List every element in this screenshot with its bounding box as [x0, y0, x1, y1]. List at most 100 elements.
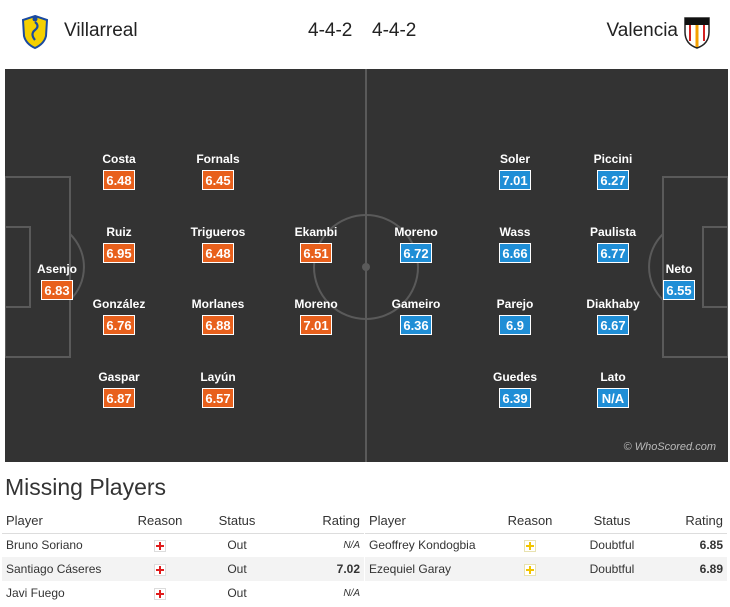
player-name: Moreno	[294, 297, 338, 311]
player-rating: 6.55	[663, 280, 695, 300]
home-team-name[interactable]: Villarreal	[64, 20, 138, 41]
missing-player-status: Out	[188, 557, 286, 581]
table-row: Geoffrey Kondogbia Doubtful 6.85	[365, 533, 727, 557]
player-rating: 7.01	[300, 315, 332, 335]
player-rating: 6.72	[400, 243, 432, 263]
player-name: Fornals	[196, 152, 240, 166]
player-name: Soler	[499, 152, 530, 166]
column-reason: Reason	[132, 509, 188, 534]
player-rating: 6.45	[202, 170, 234, 190]
pitch: Asenjo 6.83 Costa 6.48 Ruiz 6.95 Gonzále…	[5, 69, 728, 462]
home-player-gaspar[interactable]: Gaspar 6.87	[79, 370, 159, 408]
valencia-crest-icon	[684, 17, 710, 49]
player-rating: 6.39	[499, 388, 531, 408]
missing-player-rating: 6.89	[661, 557, 727, 581]
missing-player-name[interactable]: Geoffrey Kondogbia	[369, 538, 476, 553]
away-player-moreno[interactable]: Moreno 6.72	[376, 225, 456, 263]
home-player-trigueros[interactable]: Trigueros 6.48	[178, 225, 258, 263]
away-player-guedes[interactable]: Guedes 6.39	[475, 370, 555, 408]
player-rating: 6.27	[597, 170, 629, 190]
player-rating: 6.66	[499, 243, 531, 263]
home-player-costa[interactable]: Costa 6.48	[79, 152, 159, 190]
column-player: Player	[2, 509, 132, 534]
away-player-gameiro[interactable]: Gameiro 6.36	[376, 297, 456, 335]
player-rating: 6.67	[597, 315, 629, 335]
home-player-asenjo[interactable]: Asenjo 6.83	[17, 262, 97, 300]
player-rating: 6.87	[103, 388, 135, 408]
away-player-diakhaby[interactable]: Diakhaby 6.67	[573, 297, 653, 335]
player-name: Wass	[499, 225, 531, 239]
match-header: Villarreal 4-4-2 4-4-2 Valencia	[0, 0, 730, 66]
column-status: Status	[563, 509, 661, 534]
home-player-morlanes[interactable]: Morlanes 6.88	[178, 297, 258, 335]
player-name: González	[92, 297, 146, 311]
missing-player-status: Out	[227, 586, 247, 600]
missing-player-name[interactable]: Ezequiel Garay	[365, 557, 497, 581]
missing-player-rating: N/A	[343, 587, 360, 599]
player-name: Trigueros	[190, 225, 246, 239]
player-rating: N/A	[597, 388, 629, 408]
column-player: Player	[365, 509, 497, 534]
missing-player-name[interactable]: Santiago Cáseres	[2, 557, 132, 581]
missing-player-rating: 6.85	[699, 538, 723, 553]
player-name: Piccini	[593, 152, 633, 166]
away-player-piccini[interactable]: Piccini 6.27	[573, 152, 653, 190]
player-rating: 6.51	[300, 243, 332, 263]
home-player-fornals[interactable]: Fornals 6.45	[178, 152, 258, 190]
yellow-cross-icon	[524, 563, 536, 576]
away-player-paulista[interactable]: Paulista 6.77	[573, 225, 653, 263]
player-rating: 7.01	[499, 170, 531, 190]
player-rating: 6.36	[400, 315, 432, 335]
player-rating: 6.83	[41, 280, 73, 300]
away-player-neto[interactable]: Neto 6.55	[639, 262, 719, 300]
yellow-cross-icon	[524, 540, 536, 553]
player-name: Ekambi	[294, 225, 338, 239]
player-rating: 6.95	[103, 243, 135, 263]
player-rating: 6.88	[202, 315, 234, 335]
column-status: Status	[188, 509, 286, 534]
player-name: Neto	[665, 262, 693, 276]
home-player-layun[interactable]: Layún 6.57	[178, 370, 258, 408]
missing-player-name[interactable]: Bruno Soriano	[6, 538, 83, 553]
away-player-lato[interactable]: Lato N/A	[573, 370, 653, 408]
home-missing-table: Player Reason Status Rating Bruno Sorian…	[2, 509, 364, 605]
table-header-row: Player Reason Status Rating	[2, 509, 364, 534]
table-row: Santiago Cáseres Out 7.02	[2, 557, 364, 581]
red-cross-icon	[154, 540, 166, 553]
table-row: Ezequiel Garay Doubtful 6.89	[365, 557, 727, 581]
player-name: Moreno	[394, 225, 438, 239]
column-rating: Rating	[661, 509, 727, 534]
red-cross-icon	[154, 563, 166, 576]
away-missing-table: Player Reason Status Rating Geoffrey Kon…	[365, 509, 727, 581]
home-player-moreno[interactable]: Moreno 7.01	[276, 297, 356, 335]
missing-player-rating: 7.02	[286, 557, 364, 581]
table-row: Bruno Soriano Out N/A	[2, 533, 364, 557]
pitch-lines	[5, 69, 728, 462]
missing-player-name[interactable]: Javi Fuego	[6, 586, 65, 600]
player-name: Guedes	[492, 370, 537, 384]
player-name: Diakhaby	[586, 297, 640, 311]
home-player-gonzalez[interactable]: González 6.76	[79, 297, 159, 335]
away-team-name[interactable]: Valencia	[606, 20, 678, 41]
player-name: Paulista	[589, 225, 637, 239]
away-player-parejo[interactable]: Parejo 6.9	[475, 297, 555, 335]
missing-player-status: Doubtful	[563, 557, 661, 581]
player-rating: 6.77	[597, 243, 629, 263]
player-rating: 6.9	[499, 315, 531, 335]
missing-player-rating: N/A	[343, 539, 360, 551]
column-rating: Rating	[286, 509, 364, 534]
away-player-wass[interactable]: Wass 6.66	[475, 225, 555, 263]
home-player-ruiz[interactable]: Ruiz 6.95	[79, 225, 159, 263]
player-rating: 6.57	[202, 388, 234, 408]
player-name: Gaspar	[98, 370, 140, 384]
player-rating: 6.48	[202, 243, 234, 263]
table-header-row: Player Reason Status Rating	[365, 509, 727, 534]
away-player-soler[interactable]: Soler 7.01	[475, 152, 555, 190]
whoscored-watermark: © WhoScored.com	[623, 441, 716, 453]
missing-player-status: Doubtful	[589, 538, 635, 553]
player-rating: 6.76	[103, 315, 135, 335]
missing-player-status: Out	[227, 538, 247, 553]
player-name: Parejo	[496, 297, 534, 311]
home-player-ekambi[interactable]: Ekambi 6.51	[276, 225, 356, 263]
player-name: Morlanes	[191, 297, 245, 311]
